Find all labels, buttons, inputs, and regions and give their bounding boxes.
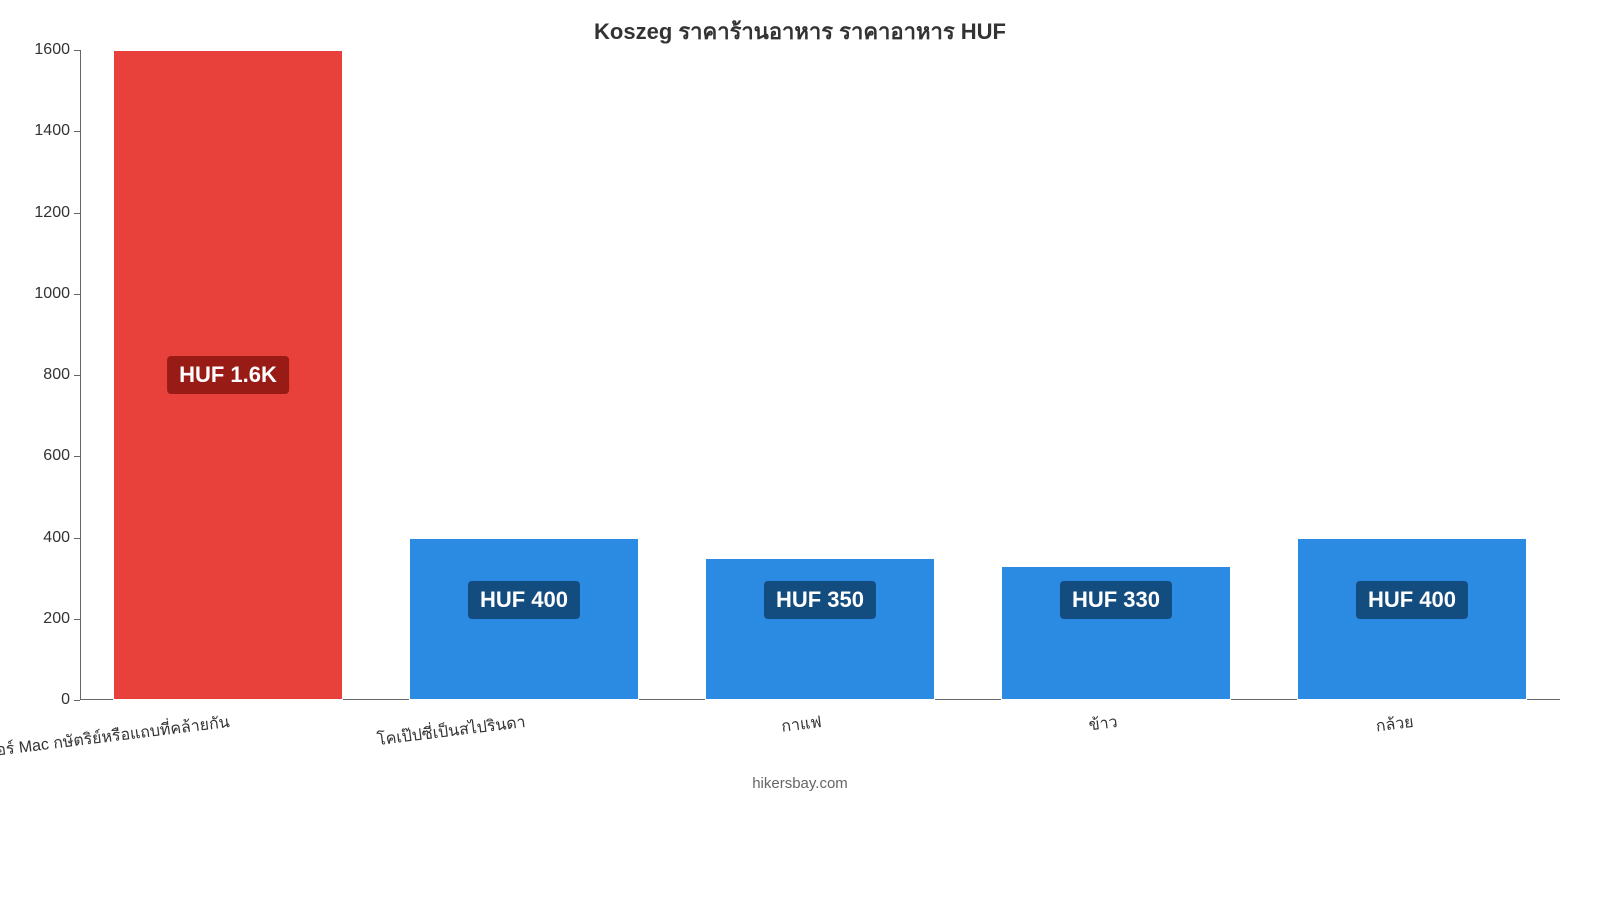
plot-area: 02004006008001000120014001600 HUF 1.6KHU… bbox=[80, 50, 1560, 700]
value-badge: HUF 1.6K bbox=[167, 356, 289, 394]
chart-title: Koszeg ราคาร้านอาหาร ราคาอาหาร HUF bbox=[0, 14, 1600, 49]
value-badge: HUF 400 bbox=[468, 581, 580, 619]
y-tick-mark bbox=[74, 213, 80, 214]
y-tick-mark bbox=[74, 294, 80, 295]
value-badge: HUF 350 bbox=[764, 581, 876, 619]
value-badge: HUF 400 bbox=[1356, 581, 1468, 619]
y-tick-mark bbox=[74, 131, 80, 132]
y-tick-mark bbox=[74, 50, 80, 51]
credit-text: hikersbay.com bbox=[0, 775, 1600, 792]
y-tick-mark bbox=[74, 456, 80, 457]
y-axis-line bbox=[80, 50, 81, 700]
y-tick-mark bbox=[74, 538, 80, 539]
value-badge: HUF 330 bbox=[1060, 581, 1172, 619]
y-tick-mark bbox=[74, 619, 80, 620]
y-tick-mark bbox=[74, 375, 80, 376]
chart-container: Koszeg ราคาร้านอาหาร ราคาอาหาร HUF 02004… bbox=[0, 0, 1600, 800]
bar bbox=[705, 558, 936, 700]
y-tick-mark bbox=[74, 700, 80, 701]
x-axis-label: เบอร์เกอร์ Mac กษัตริย์หรือแถบที่คล้ายกั… bbox=[81, 710, 231, 753]
